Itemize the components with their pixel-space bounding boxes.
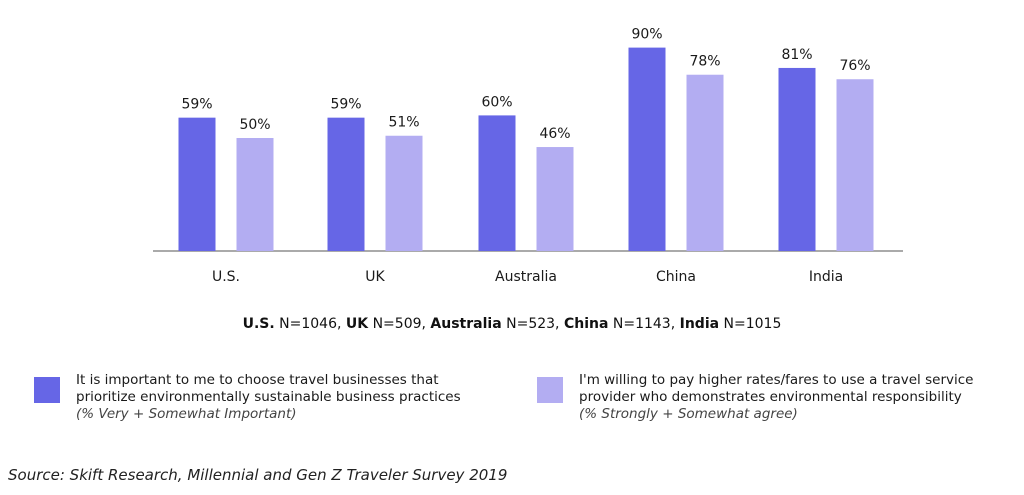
bar-australia-series-1 [478, 115, 516, 252]
x-tick-label-australia: Australia [495, 269, 557, 285]
data-label-australia-series-1: 60% [481, 94, 512, 110]
bar-india-series-1 [778, 67, 816, 251]
data-label-china-series-1: 90% [631, 27, 662, 43]
sample-sizes-line: U.S. N=1046, UK N=509, Australia N=523, … [242, 316, 782, 332]
sample-n-us: N=1046 [279, 316, 337, 332]
data-label-china-series-2: 78% [689, 54, 720, 70]
sample-country-us: U.S. [242, 316, 275, 332]
sample-country-india: India [679, 316, 720, 332]
sample-n-uk: N=509 [372, 316, 422, 332]
sample-n-india: N=1015 [723, 316, 782, 332]
bar-india-series-2 [836, 79, 874, 252]
sample-country-china: China [563, 316, 609, 332]
legend-willingness-line1: I'm willing to pay higher rates/fares to… [579, 372, 974, 388]
bar-uk-series-1 [327, 117, 365, 251]
bar-chart: 59% 50% U.S. 59% 51% UK 60% 46% Australia 90% 78% C… [153, 27, 903, 285]
legend-importance-line1: It is important to me to choose travel b… [76, 372, 439, 388]
legend-importance-line2: prioritize environmentally sustainable b… [76, 389, 461, 405]
bar-u-s-series-2 [236, 138, 274, 251]
legend-swatch-importance [34, 377, 60, 403]
data-label-india-series-2: 76% [839, 58, 870, 74]
bar-u-s-series-1 [178, 117, 216, 251]
legend-willingness-line2: provider who demonstrates environmental … [579, 389, 962, 405]
bar-china-series-2 [686, 74, 724, 251]
source-note: Source: Skift Research, Millennial and G… [8, 466, 508, 484]
data-label-uk-series-1: 59% [330, 97, 361, 113]
bar-australia-series-2 [536, 147, 574, 251]
x-tick-label-uk: UK [365, 269, 385, 285]
sample-country-uk: UK [345, 316, 369, 332]
sample-n-china: N=1143 [612, 316, 671, 332]
x-tick-label-india: India [809, 269, 843, 285]
data-label-u-s-series-2: 50% [239, 117, 270, 133]
data-label-india-series-1: 81% [781, 47, 812, 63]
legend-swatch-willingness [537, 377, 563, 403]
sample-n-australia: N=523 [506, 316, 556, 332]
legend-willingness-note: (% Strongly + Somewhat agree) [579, 406, 798, 422]
x-tick-label-china: China [656, 269, 696, 285]
legend-importance-note: (% Very + Somewhat Important) [76, 406, 297, 422]
x-tick-label-u-s: U.S. [212, 269, 240, 285]
sample-country-australia: Australia [430, 316, 502, 332]
data-label-u-s-series-1: 59% [181, 97, 212, 113]
bar-uk-series-2 [385, 135, 423, 251]
data-label-uk-series-2: 51% [388, 115, 419, 131]
data-label-australia-series-2: 46% [539, 126, 570, 142]
bar-china-series-1 [628, 47, 666, 251]
